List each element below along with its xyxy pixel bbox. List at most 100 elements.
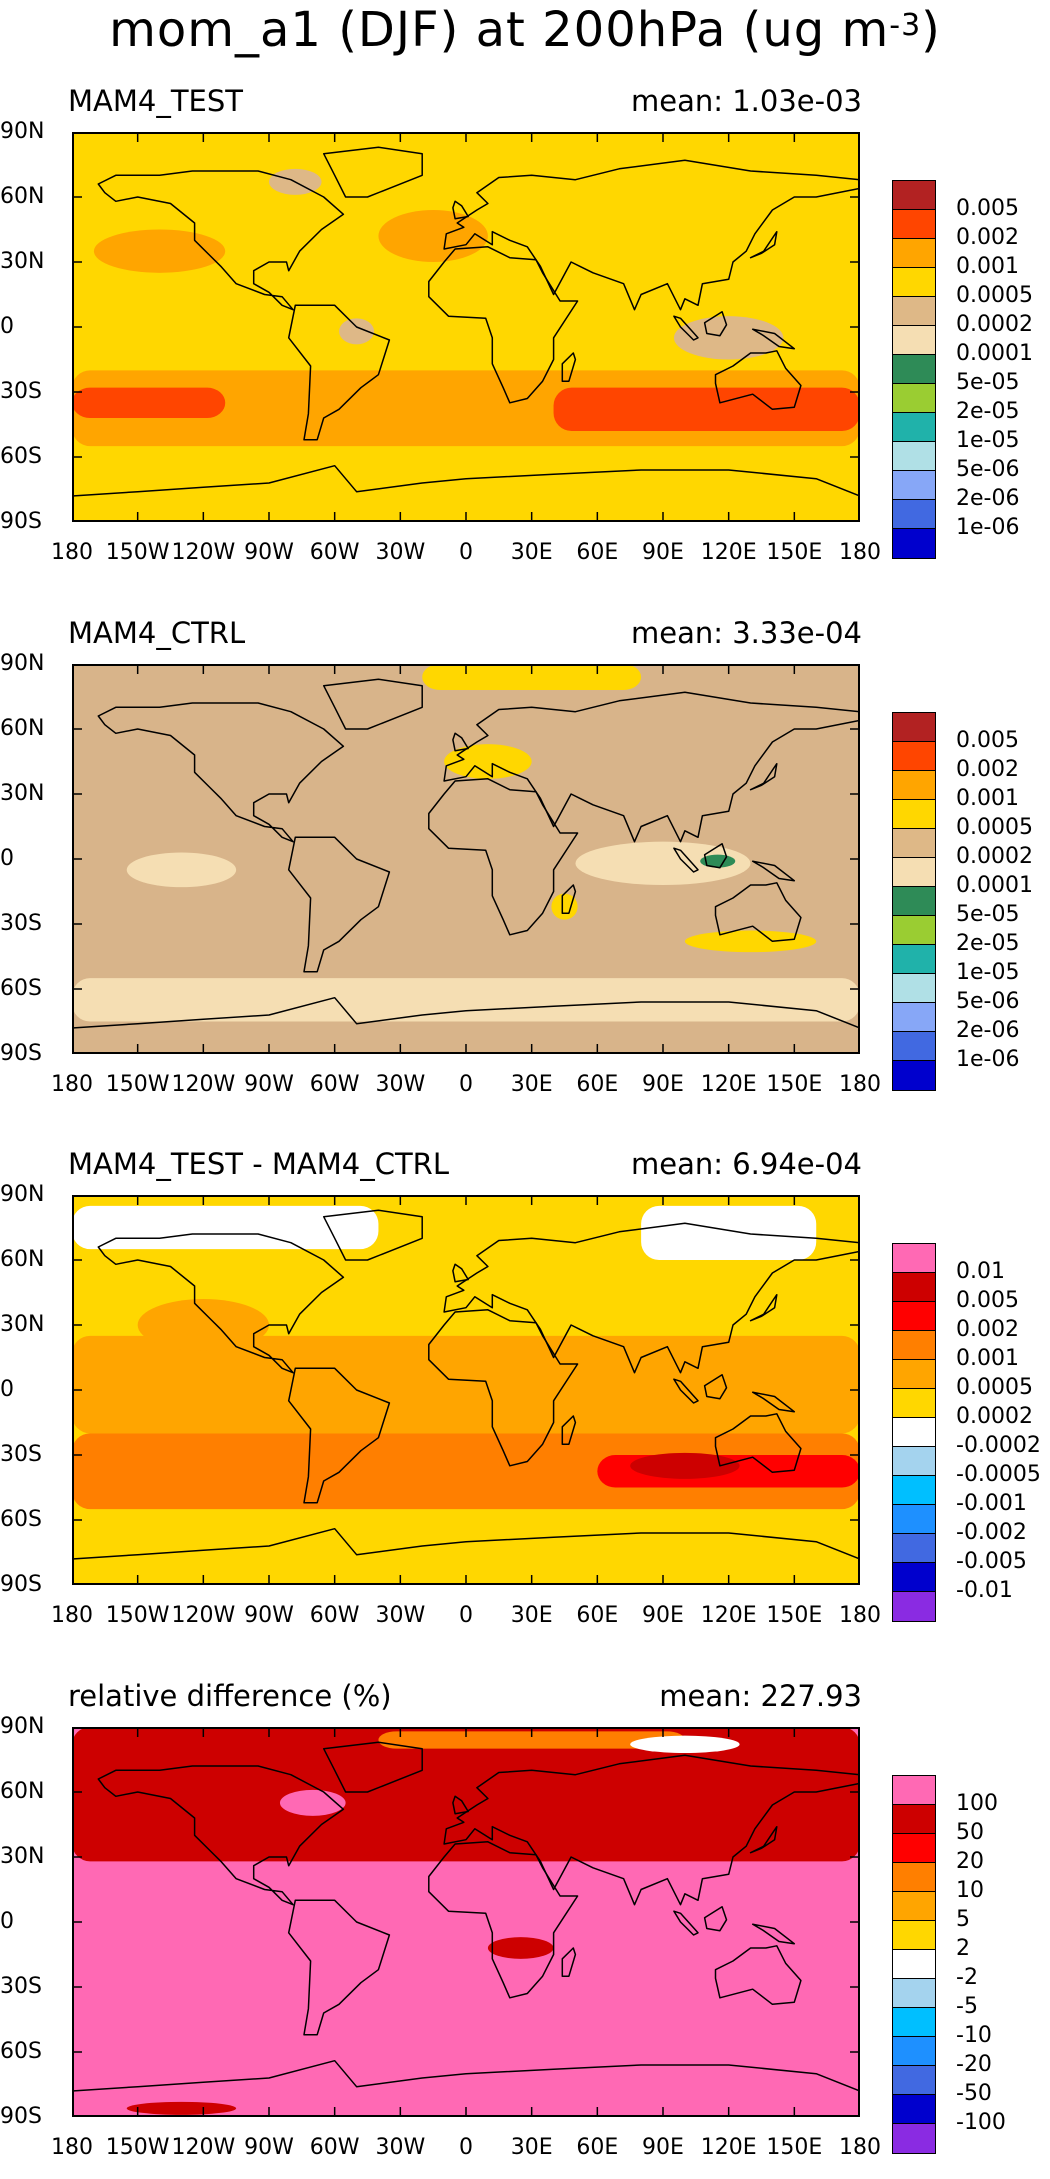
colorbar-label: 0.005 — [956, 196, 1019, 221]
lon-label: 180 — [51, 1072, 93, 1097]
lon-label: 90W — [244, 1603, 294, 1628]
lon-label: 30W — [375, 1072, 426, 1097]
colorbar-swatch — [892, 741, 936, 772]
coastline — [72, 2059, 860, 2117]
panel-title: MAM4_TEST — [68, 84, 243, 118]
coastline — [452, 1263, 469, 1283]
coastline — [703, 311, 728, 337]
lon-label: 90W — [244, 540, 294, 565]
colorbar-swatch — [892, 2065, 936, 2096]
coastline — [561, 1947, 577, 1977]
coastline — [452, 1795, 469, 1815]
colorbar-label: 0.002 — [956, 1317, 1019, 1342]
colorbar-swatch — [892, 238, 936, 269]
colorbar-swatch — [892, 1002, 936, 1033]
colorbar-swatch — [892, 712, 936, 743]
lon-label: 120E — [700, 1603, 757, 1628]
colorbar-swatch — [892, 1243, 936, 1274]
colorbar-swatch — [892, 1804, 936, 1835]
contour-blob — [93, 229, 226, 273]
figure-title-text: mom_a1 (DJF) at 200hPa (ug m — [109, 2, 890, 58]
lat-label: 90S — [0, 1572, 42, 1597]
world-map — [72, 1195, 860, 1585]
lon-label: 90W — [244, 2135, 294, 2160]
lat-label: 90N — [0, 1182, 45, 1207]
map-svg — [72, 1727, 860, 2117]
contour-blob — [551, 893, 578, 920]
lon-label: 120E — [700, 1072, 757, 1097]
lon-label: 60W — [309, 2135, 360, 2160]
colorbar-label: 0.0005 — [956, 283, 1033, 308]
lon-label: 90E — [642, 1072, 684, 1097]
colorbar-swatch — [892, 1591, 936, 1622]
coastline — [749, 1825, 778, 1854]
colorbar-swatch — [892, 209, 936, 240]
contour-band — [72, 387, 226, 418]
lon-label: 30W — [375, 540, 426, 565]
colorbar-label: -2 — [956, 1965, 978, 1990]
colorbar-label: 5e-05 — [956, 902, 1020, 927]
panel-title: MAM4_CTRL — [68, 616, 246, 650]
colorbar-swatch — [892, 383, 936, 414]
colorbar-swatch — [892, 915, 936, 946]
colorbar-swatch — [892, 1330, 936, 1361]
coastline — [322, 146, 423, 198]
colorbar-swatch — [892, 1504, 936, 1535]
lon-label: 60W — [309, 1072, 360, 1097]
lon-label: 150W — [105, 2135, 170, 2160]
panel-title: relative difference (%) — [68, 1679, 392, 1713]
lon-label: 120W — [171, 1072, 236, 1097]
colorbar-label: -100 — [956, 2110, 1006, 2135]
colorbar-label: 2e-06 — [956, 486, 1020, 511]
colorbar-swatch — [892, 2094, 936, 2125]
colorbar-swatch — [892, 2123, 936, 2154]
lat-label: 60S — [0, 444, 42, 469]
lon-label: 120W — [171, 2135, 236, 2160]
lon-label: 180 — [839, 2135, 881, 2160]
colorbar-swatch — [892, 1359, 936, 1390]
colorbar-swatch — [892, 973, 936, 1004]
colorbar-swatch — [892, 1475, 936, 1506]
coastline — [97, 1765, 345, 1906]
map-panel-2: MAM4_CTRL mean: 3.33e-04 90N 60N 30N 0 30S 60S 9… — [0, 616, 1050, 1116]
colorbar-swatch — [892, 828, 936, 859]
colorbar-swatch — [892, 1533, 936, 1564]
lon-label: 150E — [766, 540, 823, 565]
coastline — [749, 1293, 778, 1322]
lon-label: 180 — [51, 1603, 93, 1628]
panel-title: MAM4_TEST - MAM4_CTRL — [68, 1147, 449, 1181]
coastline — [703, 1374, 728, 1400]
map-svg — [72, 132, 860, 522]
contour-blob — [378, 210, 488, 262]
colorbar-swatch — [892, 1833, 936, 1864]
lat-label: 90N — [0, 1714, 45, 1739]
contour-blob — [684, 930, 817, 953]
colorbar-swatch — [892, 1891, 936, 1922]
lon-label: 0 — [459, 1072, 473, 1097]
panel-mean: mean: 6.94e-04 — [630, 1147, 862, 1181]
colorbar-swatch — [892, 470, 936, 501]
colorbar-swatch — [892, 528, 936, 559]
colorbar-swatch — [892, 1775, 936, 1806]
coastline — [322, 1741, 423, 1793]
lat-label: 30S — [0, 1442, 42, 1467]
contour-blob — [126, 2101, 237, 2115]
map-panel-1: MAM4_TEST mean: 1.03e-03 90N 60N 30N 0 30S 60S 9… — [0, 84, 1050, 584]
lon-label: 180 — [839, 1072, 881, 1097]
colorbar-label: 0.002 — [956, 757, 1019, 782]
coastline — [673, 315, 699, 341]
lon-label: 120E — [700, 540, 757, 565]
lon-label: 30W — [375, 1603, 426, 1628]
colorbar-label: 0.001 — [956, 254, 1019, 279]
coastline — [561, 1415, 577, 1445]
colorbar-swatch — [892, 1060, 936, 1091]
map-svg — [72, 664, 860, 1054]
coastline — [287, 304, 391, 441]
coastline — [561, 884, 577, 914]
contour-band — [641, 1205, 817, 1260]
colorbar-swatch — [892, 886, 936, 917]
coastline — [561, 352, 577, 382]
lon-label: 60E — [576, 2135, 619, 2160]
coastline — [452, 732, 469, 752]
colorbar-swatch — [892, 944, 936, 975]
